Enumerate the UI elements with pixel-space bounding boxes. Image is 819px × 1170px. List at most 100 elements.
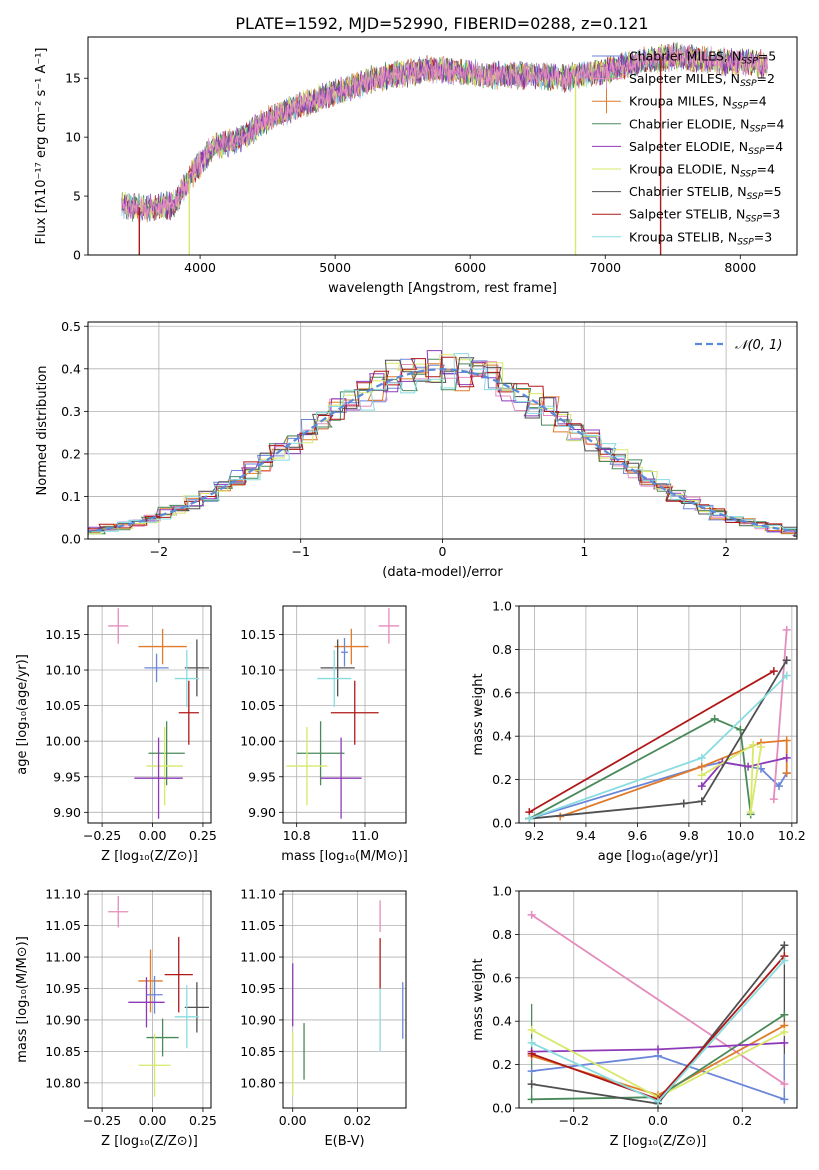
x-axis-label: Z [log₁₀(Z/Z⊙)] xyxy=(101,1134,198,1149)
y-tick-label: 0 xyxy=(73,248,81,263)
y-tick-label: 0.4 xyxy=(61,361,81,376)
weight-marker xyxy=(654,1097,662,1106)
legend-label-text: Kroupa ELODIE, N xyxy=(629,162,740,177)
x-tick-label: 10.0 xyxy=(726,828,754,843)
y-tick-label: 0.2 xyxy=(492,772,512,787)
legend-label-suffix: =4 xyxy=(757,162,775,177)
weight-marker xyxy=(679,799,688,808)
weight-marker xyxy=(525,814,534,823)
weight-series-line xyxy=(529,659,788,820)
panel-mass_weight_vs_Z: −0.2 0.0 0.2 0.0 0.2 0.4 0.6 0.8 1.0 Z [log₁₀(Z/Z… xyxy=(471,884,798,1149)
x-tick-label: 9.8 xyxy=(679,828,699,843)
x-tick-label: 10.2 xyxy=(778,828,806,843)
y-tick-label: 0.8 xyxy=(492,642,512,657)
y-tick-label: 10.15 xyxy=(45,627,81,642)
errorbar-point xyxy=(148,721,185,786)
y-axis-label: Flux [fλ10⁻¹⁷ erg cm⁻² s⁻¹ A⁻¹] xyxy=(34,48,49,245)
legend-label-text: Salpeter STELIB, N xyxy=(629,207,745,222)
x-tick-label: −1 xyxy=(291,544,309,559)
legend-label-suffix: =4 xyxy=(766,116,784,131)
panel-spectrum: 4000 5000 6000 7000 8000 0 5 10 15 wavelength [An… xyxy=(34,36,798,296)
x-tick-label: 7000 xyxy=(589,260,621,275)
legend-label-text: Salpeter MILES, N xyxy=(629,71,740,86)
errorbar-point xyxy=(108,608,129,644)
weight-marker xyxy=(527,910,536,919)
y-tick-label: 0.6 xyxy=(492,685,512,700)
histogram-series xyxy=(88,356,797,534)
errorbar-point xyxy=(320,639,355,697)
x-tick-label: 4000 xyxy=(184,260,216,275)
errorbar-point xyxy=(330,680,379,745)
legend-label: Salpeter MILES, NSSP=2 xyxy=(629,71,775,89)
x-tick-label: 9.6 xyxy=(627,828,647,843)
y-tick-label: 11.00 xyxy=(240,950,276,965)
errorbar-point xyxy=(146,1018,179,1057)
weight-marker xyxy=(782,769,791,778)
normal-curve xyxy=(88,368,797,533)
y-tick-label: 9.90 xyxy=(53,805,81,820)
weight-marker xyxy=(780,1010,789,1019)
weight-marker xyxy=(527,1025,536,1034)
weight-marker xyxy=(780,956,789,965)
y-tick-label: 9.95 xyxy=(248,769,276,784)
errorbar-point xyxy=(146,726,183,806)
legend-label: Chabrier ELODIE, NSSP=4 xyxy=(629,116,784,134)
y-tick-label: 10.90 xyxy=(240,1012,276,1027)
panel-mass_weight_vs_age: 9.2 9.4 9.6 9.8 10.0 10.2 0.0 0.2 0.4 0.6 0.8 1.0 ag… xyxy=(471,599,806,865)
y-tick-label: 10.10 xyxy=(240,663,276,678)
y-tick-label: 0.4 xyxy=(492,729,512,744)
y-axis-label: mass weight xyxy=(471,958,486,1040)
weight-marker xyxy=(527,1080,536,1089)
weight-marker xyxy=(769,667,778,676)
x-tick-label: −0.25 xyxy=(83,828,121,843)
weight-marker xyxy=(736,725,745,734)
y-axis-label: Normed distribution xyxy=(35,366,50,496)
errorbar-point xyxy=(108,896,129,928)
weight-marker xyxy=(774,782,783,791)
y-tick-label: 10.10 xyxy=(45,663,81,678)
weight-marker xyxy=(697,797,706,806)
errorbar-point xyxy=(178,680,199,745)
x-tick-label: 0.00 xyxy=(279,1113,307,1128)
x-tick-label: 11.0 xyxy=(351,828,379,843)
y-tick-label: 10.85 xyxy=(240,1044,276,1059)
weight-marker xyxy=(780,941,789,950)
errorbar-point xyxy=(317,650,352,708)
panel-mass_vs_Z: −0.25 0.00 0.25 10.80 10.85 10.90 10.95 11.00 11… xyxy=(15,887,217,1149)
legend-label-suffix: =4 xyxy=(748,94,766,109)
legend-label-suffix: =5 xyxy=(758,49,776,64)
y-tick-label: 1.0 xyxy=(492,884,512,899)
weight-marker xyxy=(527,1095,536,1104)
legend-label-sub: SSP xyxy=(732,102,749,112)
errorbar-point xyxy=(296,721,345,786)
x-tick-label: 0.2 xyxy=(732,1113,752,1128)
legend-label-suffix: =4 xyxy=(765,139,783,154)
errorbar-point xyxy=(146,975,163,1014)
y-tick-label: 11.10 xyxy=(240,887,276,902)
weight-marker xyxy=(769,795,778,804)
x-tick-label: 0.0 xyxy=(648,1113,668,1128)
weight-marker xyxy=(780,1028,789,1037)
legend-label: Salpeter STELIB, NSSP=3 xyxy=(629,207,780,225)
errorbar-point xyxy=(134,737,183,819)
spectrum-line xyxy=(121,43,768,221)
y-tick-label: 10.00 xyxy=(45,734,81,749)
x-axis-label: age [log₁₀(age/yr)] xyxy=(598,849,719,864)
panel-age_vs_mass: 10.8 11.0 9.90 9.95 10.00 10.05 10.10 10.15 mass… xyxy=(240,605,408,864)
weight-marker xyxy=(782,671,791,680)
weight-marker xyxy=(697,762,706,771)
legend-label-sub: SSP xyxy=(740,170,757,180)
axes-frame xyxy=(87,321,798,540)
axes-frame xyxy=(87,890,212,1109)
weight-series-line xyxy=(531,914,785,1085)
x-axis-label: mass [log₁₀(M/M⊙)] xyxy=(281,849,408,864)
x-tick-label: 0.00 xyxy=(139,1113,167,1128)
y-tick-label: 10.95 xyxy=(240,981,276,996)
legend-label: Kroupa MILES, NSSP=4 xyxy=(629,94,767,112)
errorbar-point xyxy=(144,653,169,683)
panel-age_vs_Z: −0.25 0.00 0.25 9.90 9.95 10.00 10.05 10.10 10.1… xyxy=(15,605,217,864)
y-tick-label: 0.1 xyxy=(61,489,81,504)
y-tick-label: 10.05 xyxy=(45,698,81,713)
legend-label-suffix: =3 xyxy=(754,229,772,244)
